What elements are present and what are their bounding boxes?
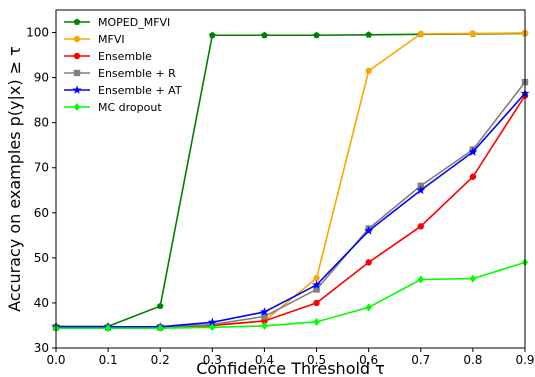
y-tick-label: 80 (34, 116, 49, 130)
y-tick-label: 100 (26, 26, 49, 40)
series-line (56, 92, 526, 328)
data-point (313, 317, 320, 326)
legend-label: MFVI (98, 33, 125, 46)
x-tick-label: 0.6 (359, 353, 378, 367)
data-point (313, 274, 320, 282)
y-axis-label: Accuracy on examples p(y|x) ≥ τ (5, 46, 24, 312)
x-tick-label: 0.4 (255, 353, 274, 367)
series-line (56, 261, 526, 329)
data-point (469, 173, 477, 180)
data-point (364, 226, 374, 235)
series-line (56, 95, 526, 329)
x-tick-label: 0.1 (99, 353, 118, 367)
data-point (469, 30, 477, 37)
x-tick-label: 0.9 (515, 353, 534, 367)
data-point (261, 31, 268, 39)
data-point (365, 31, 373, 38)
series-ensemble-at (51, 88, 530, 331)
x-tick-label: 0.7 (411, 353, 430, 367)
data-point (313, 31, 320, 39)
data-point (417, 30, 424, 38)
legend-label: Ensemble (98, 50, 152, 63)
data-point (313, 299, 320, 307)
data-point (417, 275, 424, 284)
legend-entry: MOPED_MFVI (64, 16, 170, 29)
legend-entry: Ensemble + R (64, 67, 176, 80)
data-point (468, 147, 478, 156)
series-mc-dropout (52, 258, 529, 333)
legend-marker (73, 35, 81, 43)
data-point (417, 223, 424, 230)
data-point (365, 259, 372, 266)
legend-entry: MC dropout (64, 101, 162, 114)
data-point (416, 185, 426, 195)
plot-frame (55, 9, 526, 349)
x-tick-label: 0.3 (203, 353, 222, 367)
x-tick-label: 0.2 (151, 353, 170, 367)
data-point (208, 31, 216, 39)
legend: MOPED_MFVI MFVI Ensemble Ensemble + R Ensemb… (64, 16, 182, 114)
y-tick-label: 50 (34, 251, 49, 265)
y-tick-label: 30 (34, 341, 49, 355)
data-point (311, 280, 322, 289)
x-axis-label: Confidence Threshold τ (196, 359, 385, 377)
data-point (209, 323, 216, 332)
series-line (56, 81, 526, 329)
legend-label: MOPED_MFVI (98, 16, 170, 29)
legend-entry: Ensemble + AT (64, 84, 182, 97)
data-point (313, 286, 320, 293)
data-point (104, 324, 112, 333)
legend-label: MC dropout (98, 101, 162, 114)
data-point (261, 313, 268, 320)
x-tick-label: 0.8 (463, 353, 482, 367)
legend-marker (73, 103, 81, 111)
axes: 0.0 0.1 0.2 0.3 0.4 0.5 0.6 0.7 0.8 0.9 30 40 50 60 70… (26, 9, 535, 367)
data-point (157, 324, 164, 333)
series-ensemble-r (52, 78, 529, 331)
legend-entry: MFVI (64, 33, 125, 46)
series-ensemble (52, 92, 529, 331)
y-tick-label: 70 (34, 161, 49, 175)
y-tick-label: 40 (34, 296, 49, 310)
data-point (469, 274, 477, 283)
x-tick-label: 0.5 (307, 353, 326, 367)
legend-entry: Ensemble (64, 50, 152, 63)
data-point (365, 67, 372, 75)
data-point (365, 303, 372, 312)
y-tick-label: 60 (34, 206, 49, 220)
data-point (261, 321, 268, 330)
data-point (259, 307, 270, 316)
plot-area (51, 29, 530, 333)
legend-label: Ensemble + R (98, 67, 176, 80)
legend-marker (73, 52, 81, 60)
legend-marker (73, 18, 81, 25)
x-tick-label: 0.0 (46, 353, 65, 367)
legend-marker (73, 69, 81, 77)
legend-marker (72, 85, 82, 94)
legend-label: Ensemble + AT (98, 84, 182, 97)
data-point (156, 302, 164, 309)
data-point (207, 317, 217, 327)
y-tick-label: 90 (34, 71, 49, 85)
